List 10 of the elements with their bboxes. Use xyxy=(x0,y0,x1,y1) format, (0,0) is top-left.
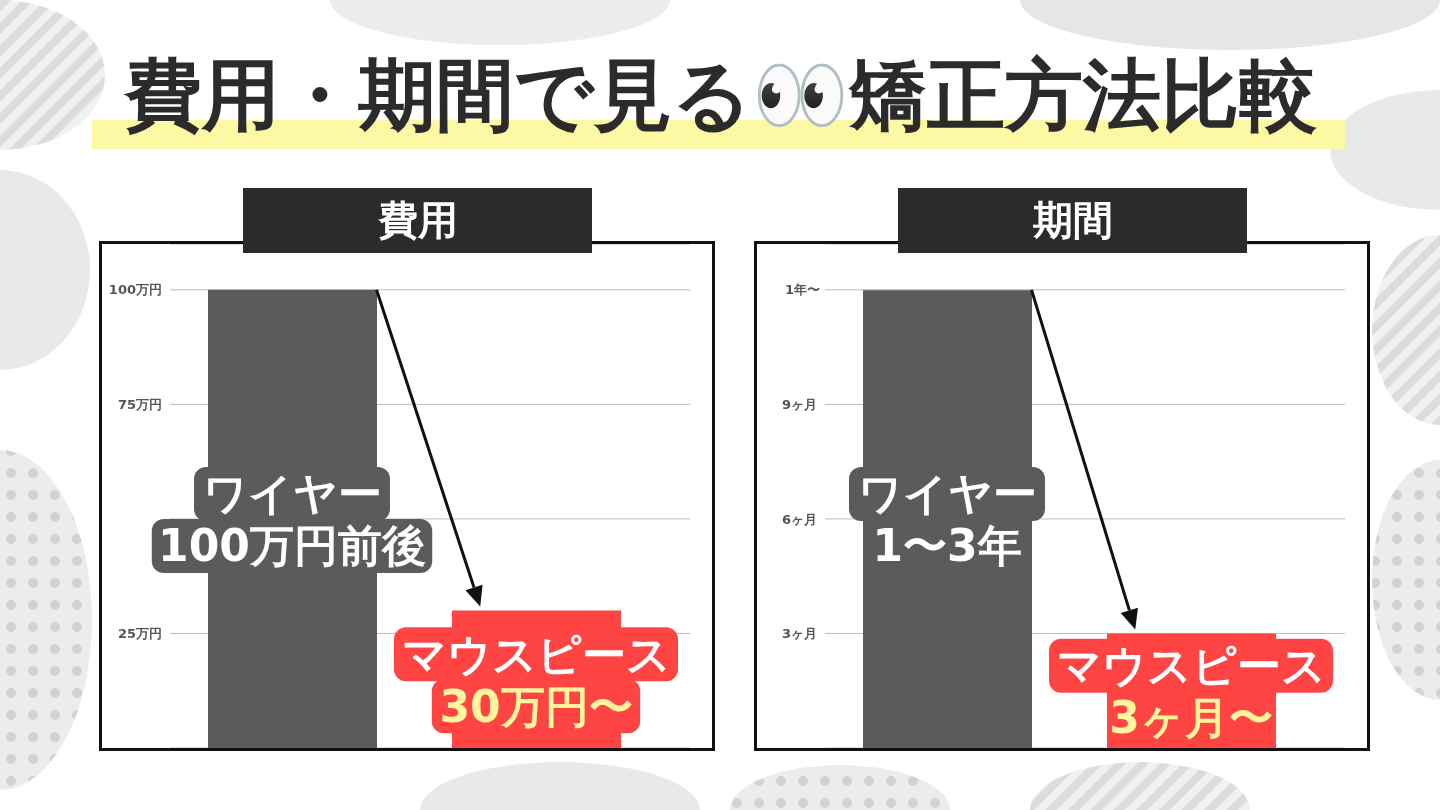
y-tick-label: 6ヶ月 xyxy=(781,511,817,527)
y-tick-label: 25万円 xyxy=(117,626,162,642)
y-tick-label: 100万円 xyxy=(108,282,162,298)
y-tick-label: 9ヶ月 xyxy=(781,396,817,412)
annotation: 1〜3年 xyxy=(872,520,1022,572)
text: 費用・期間で見る👀矯正方法比較 xyxy=(122,50,1318,140)
data-label: 3ヶ月〜 xyxy=(1109,692,1273,744)
y-tick-label: 75万円 xyxy=(117,396,162,412)
ref-line-label: 1年〜 xyxy=(784,282,820,298)
y-tick-label: 3ヶ月 xyxy=(781,626,817,642)
